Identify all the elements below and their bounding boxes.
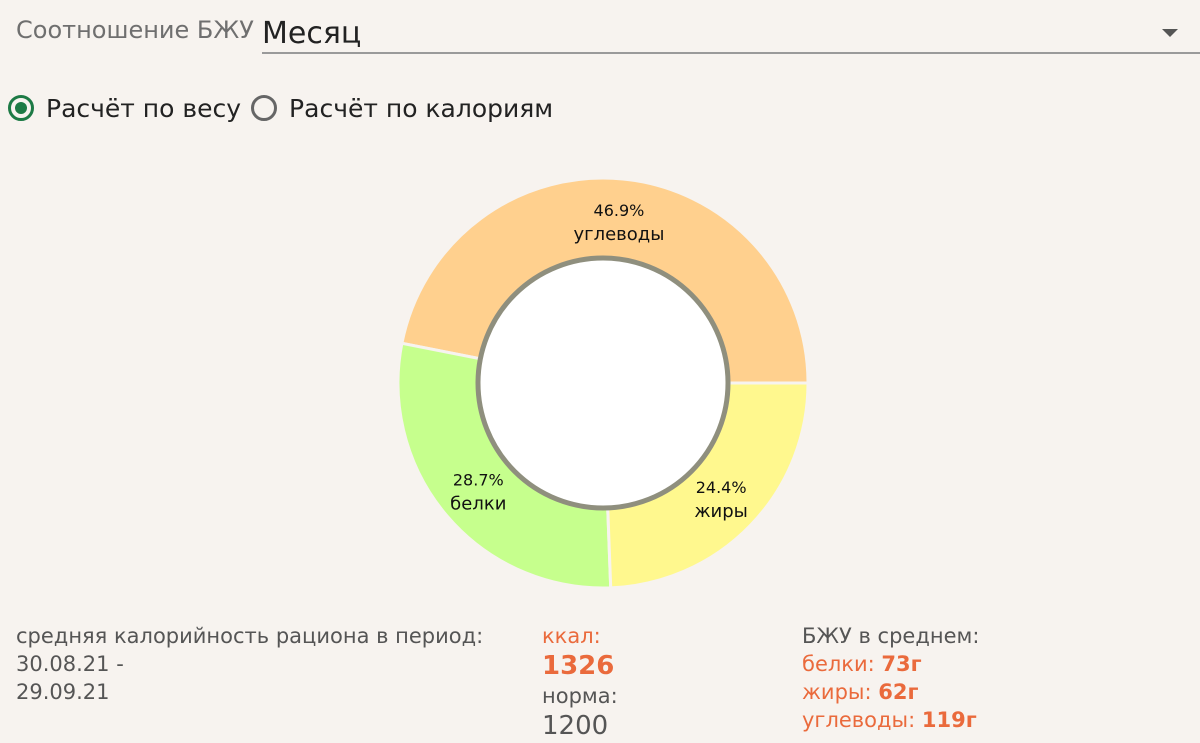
proteins-row: белки: 73г: [802, 650, 979, 678]
radio-by-calories-label: Расчёт по калориям: [289, 93, 554, 123]
avg-caption: БЖУ в среднем:: [802, 624, 980, 648]
date-from: 30.08.21 -: [16, 652, 124, 676]
calc-mode-radio-group: Расчёт по весу Расчёт по калориям: [8, 88, 563, 128]
proteins-label: белки:: [802, 652, 875, 676]
fats-row: жиры: 62г: [802, 678, 979, 706]
fats-label: жиры:: [802, 680, 872, 704]
radio-by-calories[interactable]: Расчёт по калориям: [251, 94, 553, 123]
norm-value: 1200: [542, 711, 609, 741]
carbs-row: углеводы: 119г: [802, 706, 979, 734]
donut-hole: [475, 255, 731, 511]
fats-value: 62г: [878, 680, 919, 704]
period-caption: средняя калорийность рациона в период:: [16, 624, 484, 648]
radio-checked-icon: [8, 95, 34, 121]
period-value: Месяц: [262, 16, 362, 51]
proteins-value: 73г: [881, 652, 922, 676]
norm-label: норма:: [542, 684, 618, 708]
radio-by-weight-label: Расчёт по весу: [46, 93, 242, 123]
radio-unchecked-icon: [251, 95, 278, 121]
period-info: средняя калорийность рациона в период: 3…: [16, 622, 483, 706]
slice-percent-label: 24.4%: [696, 478, 747, 497]
date-to: 29.09.21: [16, 680, 110, 704]
slice-percent-label: 28.7%: [453, 471, 504, 490]
kcal-info: ккал: 1326 норма: 1200: [542, 622, 618, 742]
slice-name-label: углеводы: [573, 224, 664, 245]
carbs-value: 119г: [921, 708, 977, 732]
header-label: Соотношение БЖУ: [16, 16, 254, 44]
radio-by-weight[interactable]: Расчёт по весу: [8, 94, 241, 123]
kcal-label: ккал:: [542, 624, 601, 648]
avg-macros-info: БЖУ в среднем: белки: 73г жиры: 62г угле…: [802, 622, 979, 734]
chevron-down-icon: [1162, 29, 1178, 37]
kcal-value: 1326: [542, 651, 615, 681]
slice-name-label: белки: [450, 494, 506, 515]
carbs-label: углеводы:: [802, 708, 916, 732]
period-dropdown[interactable]: Месяц: [262, 10, 1200, 54]
slice-percent-label: 46.9%: [594, 201, 645, 220]
slice-name-label: жиры: [694, 501, 748, 522]
